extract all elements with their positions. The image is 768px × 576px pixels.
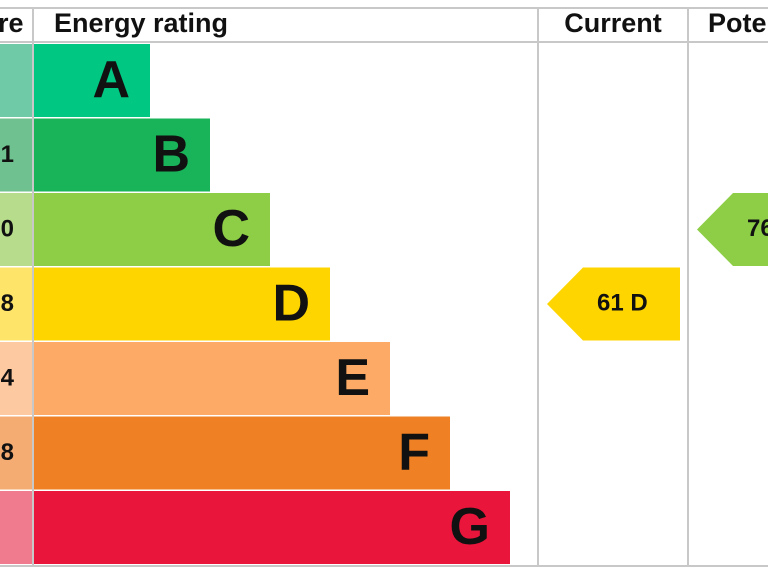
score-label: 4 [1, 365, 15, 392]
band-letter: C [212, 200, 250, 258]
score-label: 8 [1, 439, 14, 466]
band-letter: B [152, 125, 190, 183]
band-letter: A [92, 51, 130, 109]
score-label: 1 [1, 141, 14, 168]
score-cell [0, 342, 33, 415]
score-header: re [0, 8, 24, 38]
score-cell [0, 267, 33, 341]
band-letter: E [335, 349, 370, 407]
band-letter: D [272, 274, 310, 332]
current-arrow-label: 61 D [597, 289, 648, 316]
potential-arrow [697, 193, 768, 266]
score-cell [0, 44, 33, 117]
score-cell [0, 193, 33, 266]
potential-arrow-label: 76 [747, 215, 768, 242]
band-bar [34, 193, 270, 266]
band-bar [34, 416, 450, 490]
band-bar [34, 491, 510, 564]
potential-header: Pote [708, 8, 767, 38]
score-cell [0, 416, 33, 490]
current-arrow [547, 267, 680, 341]
band-bar [34, 342, 390, 415]
rating-header: Energy rating [54, 8, 228, 38]
score-label: 8 [1, 290, 14, 317]
score-cell [0, 491, 33, 564]
current-header: Current [564, 8, 662, 38]
band-letter: G [450, 498, 490, 556]
band-bar [34, 267, 330, 341]
band-bar [34, 44, 150, 117]
score-label: 0 [1, 216, 14, 243]
band-bar [34, 118, 210, 192]
band-letter: F [398, 423, 430, 481]
score-cell [0, 118, 33, 192]
